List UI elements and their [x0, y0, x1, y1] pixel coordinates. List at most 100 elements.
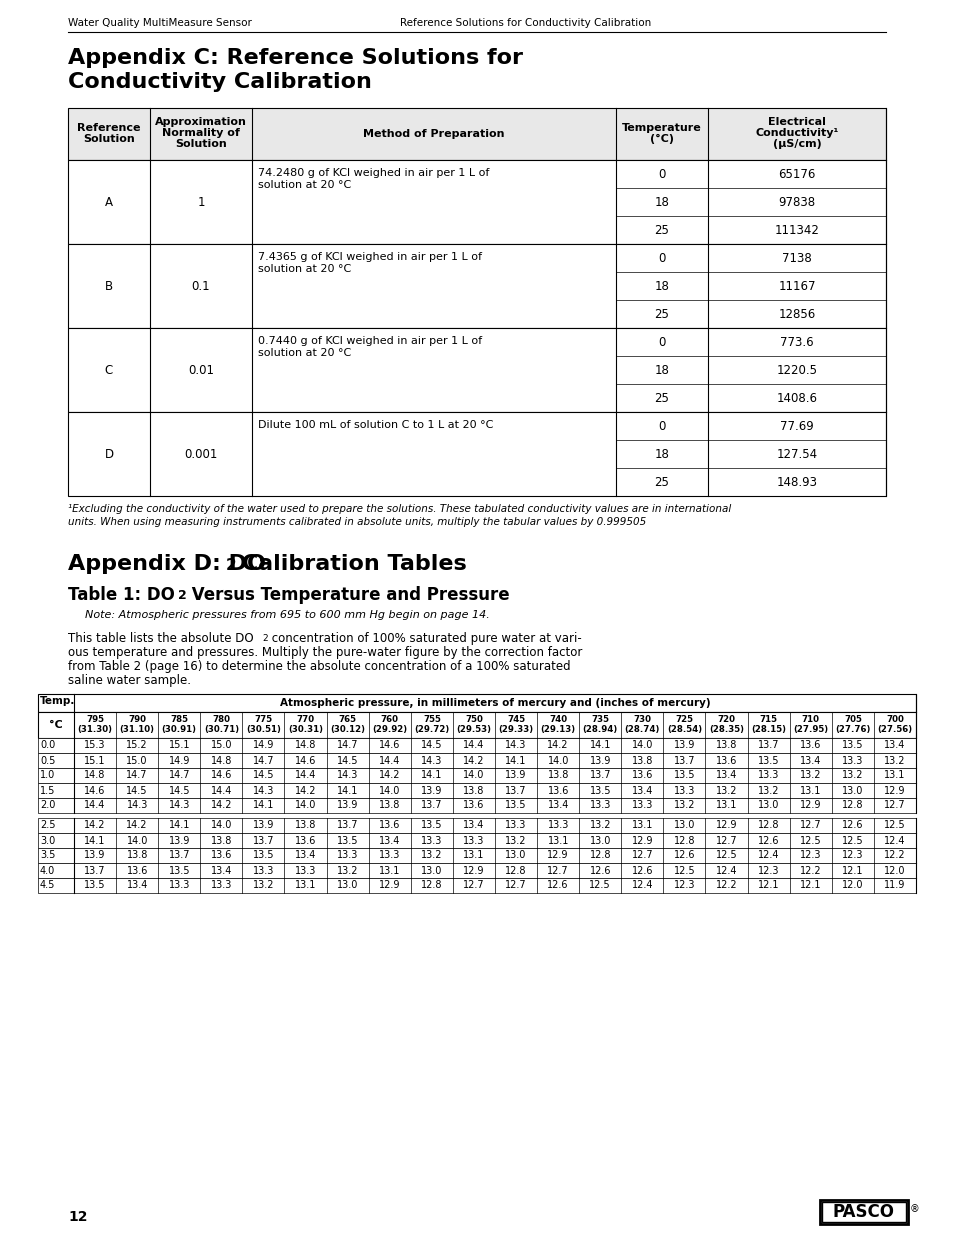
Text: 13.0: 13.0 [336, 881, 358, 890]
Text: 1408.6: 1408.6 [776, 391, 817, 405]
Text: 720: 720 [717, 715, 735, 724]
Text: (29.53): (29.53) [456, 725, 491, 734]
Text: 12.4: 12.4 [715, 866, 737, 876]
Text: 14.5: 14.5 [253, 771, 274, 781]
Text: 13.2: 13.2 [673, 800, 695, 810]
Text: 14.6: 14.6 [378, 741, 400, 751]
Text: 15.0: 15.0 [211, 741, 232, 751]
Text: Temp.: Temp. [40, 697, 75, 706]
Text: 12: 12 [68, 1210, 88, 1224]
Text: 13.8: 13.8 [294, 820, 315, 830]
Text: Temperature: Temperature [621, 124, 701, 133]
Text: 13.5: 13.5 [589, 785, 610, 795]
Text: 14.3: 14.3 [505, 741, 526, 751]
Text: 14.1: 14.1 [253, 800, 274, 810]
Text: 12.2: 12.2 [715, 881, 737, 890]
Text: 13.6: 13.6 [800, 741, 821, 751]
Text: (28.54): (28.54) [666, 725, 701, 734]
Text: 12.7: 12.7 [883, 800, 904, 810]
Text: concentration of 100% saturated pure water at vari-: concentration of 100% saturated pure wat… [268, 632, 581, 645]
Text: 12.8: 12.8 [757, 820, 779, 830]
Text: 14.0: 14.0 [547, 756, 568, 766]
Text: 14.1: 14.1 [336, 785, 358, 795]
Text: (30.12): (30.12) [330, 725, 365, 734]
Text: 13.5: 13.5 [336, 836, 358, 846]
Text: Approximation: Approximation [155, 117, 247, 127]
Text: 13.8: 13.8 [378, 800, 400, 810]
Text: 14.5: 14.5 [420, 741, 442, 751]
Text: 13.1: 13.1 [378, 866, 400, 876]
Bar [38, 832, 915, 848]
Bar [38, 753, 915, 768]
Text: 15.1: 15.1 [84, 756, 106, 766]
Text: Calibration Tables: Calibration Tables [233, 555, 466, 574]
Text: 13.4: 13.4 [127, 881, 148, 890]
Text: (31.30): (31.30) [77, 725, 112, 734]
Text: 0: 0 [658, 252, 665, 264]
Text: 15.1: 15.1 [169, 741, 190, 751]
Text: 13.3: 13.3 [547, 820, 568, 830]
Text: 13.5: 13.5 [253, 851, 274, 861]
Text: 12.9: 12.9 [631, 836, 653, 846]
Text: 760: 760 [380, 715, 398, 724]
Text: 13.3: 13.3 [673, 785, 695, 795]
Text: 2.5: 2.5 [40, 820, 55, 830]
Text: 773.6: 773.6 [780, 336, 813, 348]
Text: 740: 740 [549, 715, 567, 724]
Text: ¹Excluding the conductivity of the water used to prepare the solutions. These ta: ¹Excluding the conductivity of the water… [68, 504, 731, 514]
Text: (28.15): (28.15) [750, 725, 785, 734]
Text: 13.5: 13.5 [673, 771, 695, 781]
Text: 12.9: 12.9 [883, 785, 904, 795]
Text: 12.7: 12.7 [715, 836, 737, 846]
Text: 12.7: 12.7 [800, 820, 821, 830]
Text: 12.3: 12.3 [757, 866, 779, 876]
Text: 13.7: 13.7 [757, 741, 779, 751]
Text: 14.7: 14.7 [169, 771, 190, 781]
Text: 2: 2 [178, 589, 187, 601]
Text: 13.3: 13.3 [758, 771, 779, 781]
Text: 12.3: 12.3 [673, 881, 695, 890]
Text: 13.8: 13.8 [547, 771, 568, 781]
Text: 4.5: 4.5 [40, 881, 55, 890]
Text: Dilute 100 mL of solution C to 1 L at 20 °C: Dilute 100 mL of solution C to 1 L at 20… [257, 420, 493, 430]
Text: 13.3: 13.3 [253, 866, 274, 876]
Bar [38, 798, 915, 813]
Text: 12.7: 12.7 [462, 881, 484, 890]
Text: 13.6: 13.6 [463, 800, 484, 810]
Text: (27.95): (27.95) [792, 725, 827, 734]
Text: 13.9: 13.9 [336, 800, 358, 810]
Bar [38, 783, 915, 798]
Text: 13.4: 13.4 [715, 771, 737, 781]
Text: Appendix D: DO: Appendix D: DO [68, 555, 266, 574]
Text: 780: 780 [213, 715, 230, 724]
Text: 13.7: 13.7 [420, 800, 442, 810]
Text: 3.5: 3.5 [40, 851, 55, 861]
Text: 13.2: 13.2 [757, 785, 779, 795]
Text: 14.0: 14.0 [378, 785, 400, 795]
Text: 14.4: 14.4 [84, 800, 106, 810]
Text: 13.2: 13.2 [336, 866, 358, 876]
Text: 11.9: 11.9 [883, 881, 904, 890]
Text: 13.9: 13.9 [169, 836, 190, 846]
Bar [38, 713, 915, 739]
Text: 12.4: 12.4 [631, 881, 653, 890]
Text: 14.1: 14.1 [84, 836, 106, 846]
Text: Normality of: Normality of [162, 128, 240, 138]
Text: 1: 1 [197, 195, 205, 209]
Text: 700: 700 [885, 715, 902, 724]
Text: 13.7: 13.7 [253, 836, 274, 846]
Text: 14.5: 14.5 [169, 785, 190, 795]
Text: 12.8: 12.8 [589, 851, 610, 861]
Text: 12.8: 12.8 [505, 866, 526, 876]
Text: 13.6: 13.6 [547, 785, 568, 795]
Text: 14.4: 14.4 [294, 771, 315, 781]
Text: 12.1: 12.1 [841, 866, 862, 876]
Text: 13.8: 13.8 [211, 836, 232, 846]
Text: (30.71): (30.71) [204, 725, 238, 734]
Text: 13.9: 13.9 [505, 771, 526, 781]
Text: 13.4: 13.4 [294, 851, 315, 861]
Text: 13.3: 13.3 [294, 866, 315, 876]
Text: 13.1: 13.1 [631, 820, 653, 830]
Text: 13.1: 13.1 [547, 836, 568, 846]
Text: 13.3: 13.3 [589, 800, 610, 810]
